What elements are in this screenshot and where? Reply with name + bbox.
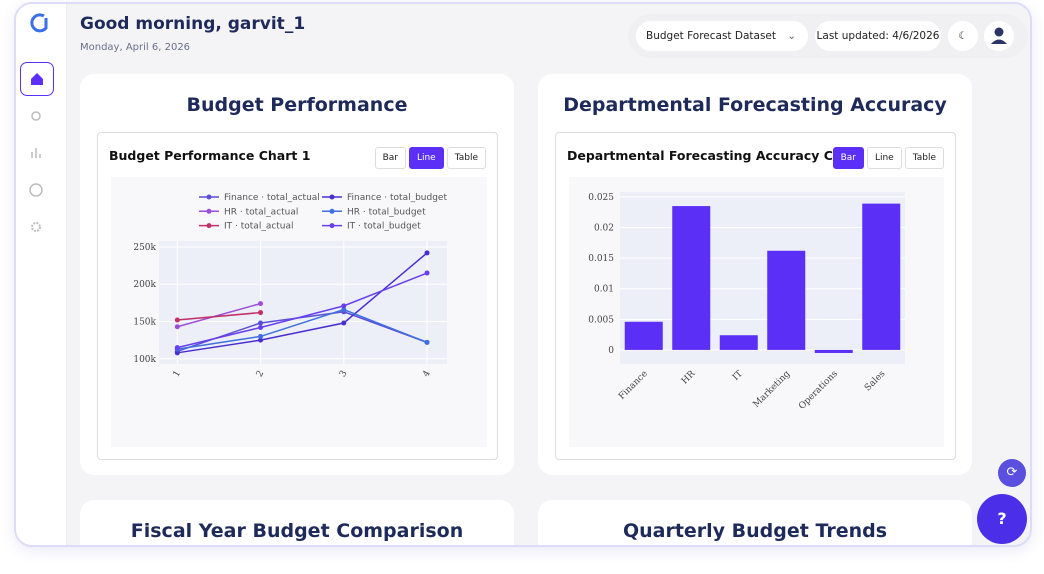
data-point (341, 303, 347, 309)
data-point (258, 320, 264, 326)
view-buttons: Bar Line Table (830, 145, 944, 169)
x-tick-label: 2 (255, 369, 267, 379)
legend-swatch (329, 223, 335, 229)
data-point (258, 301, 264, 307)
greeting: Good morning, garvit_1 (80, 14, 306, 34)
y-tick-label: 0.02 (594, 224, 614, 234)
view-buttons: Bar Line Table (372, 145, 486, 169)
panel: Quarterly Budget Trends (538, 500, 972, 545)
chart-plot: 100k 150k 200k 250k 1 2 3 4 Finance · total_actu… (111, 177, 487, 447)
panel-title: Budget Performance (186, 94, 408, 116)
view-button[interactable]: Table (904, 147, 944, 169)
legend-swatch (206, 208, 212, 214)
bar (672, 206, 711, 350)
data-point (258, 337, 264, 343)
series-line (177, 311, 261, 321)
legend-label: Finance · total_actual (224, 193, 320, 203)
bar (814, 349, 853, 353)
legend-swatch (329, 194, 335, 200)
bar (719, 335, 758, 350)
app-frame: Good morning, garvit_1 Monday, April 6, … (14, 2, 1032, 547)
legend-label: IT · total_budget (347, 222, 421, 232)
plot-bg (159, 241, 447, 364)
nav-home[interactable] (20, 62, 54, 96)
data-point (174, 317, 180, 323)
date: Monday, April 6, 2026 (80, 42, 191, 53)
y-tick-label: 0.025 (588, 193, 614, 203)
bar (862, 203, 901, 350)
series-line (177, 308, 428, 350)
view-button[interactable]: Table (446, 147, 486, 169)
series-line (177, 272, 428, 349)
nav-settings[interactable] (28, 219, 44, 235)
data-point (174, 350, 180, 356)
y-tick-label: 0 (608, 346, 614, 356)
data-point (258, 324, 264, 330)
legend-swatch (329, 208, 335, 214)
x-tick-label: 1 (172, 369, 184, 379)
sidebar (16, 4, 67, 545)
avatar[interactable] (984, 21, 1014, 51)
data-point (174, 324, 180, 330)
view-button[interactable]: Bar (374, 147, 406, 169)
panel-title: Departmental Forecasting Accuracy (563, 94, 947, 116)
x-tick-label: 3 (338, 369, 350, 379)
logo (30, 13, 48, 33)
y-tick-label: 100k (133, 355, 156, 365)
data-point (424, 250, 430, 256)
refresh-button[interactable]: ⟳ (998, 459, 1026, 487)
dataset-label: Budget Forecast Dataset (646, 30, 776, 42)
last-updated: Last updated: 4/6/2026 (815, 21, 941, 51)
chevron: ⌄ (787, 30, 796, 42)
panel-title: Fiscal Year Budget Comparison (130, 520, 464, 542)
y-tick-label: 150k (133, 318, 156, 328)
legend-swatch (206, 223, 212, 229)
panel: Fiscal Year Budget Comparison (80, 500, 514, 545)
data-point (424, 339, 430, 345)
theme-toggle[interactable]: ☾ (948, 21, 978, 51)
legend-swatch (206, 194, 212, 200)
home-icon (31, 73, 43, 85)
data-point (341, 307, 347, 313)
legend-label: IT · total_actual (224, 222, 294, 232)
dataset-select[interactable]: Budget Forecast Dataset ⌄ (636, 21, 808, 51)
legend-label: HR · total_actual (224, 207, 298, 217)
y-tick-label: 0.005 (588, 315, 614, 325)
legend-label: Finance · total_budget (347, 193, 447, 203)
view-button[interactable]: Line (866, 147, 902, 169)
plot-bg (620, 192, 905, 364)
data-point (258, 333, 264, 339)
view-button[interactable]: Bar (832, 147, 864, 169)
chart-title: Budget Performance Chart 1 (109, 148, 311, 163)
legend-label: HR · total_budget (347, 207, 426, 217)
view-button[interactable]: Line (408, 147, 444, 169)
bar (767, 250, 806, 350)
help-button[interactable]: ? (977, 494, 1027, 544)
panel-title: Quarterly Budget Trends (622, 520, 888, 542)
data-point (424, 270, 430, 276)
bar (624, 321, 663, 350)
x-tick-label: 4 (421, 369, 433, 379)
series-line (177, 302, 261, 328)
y-tick-label: 0.015 (588, 254, 614, 264)
series-line (177, 252, 428, 354)
y-tick-label: 250k (133, 243, 156, 253)
y-tick-label: 200k (133, 280, 156, 290)
y-tick-label: 0.01 (594, 285, 614, 295)
data-point (174, 345, 180, 351)
nav-link[interactable] (28, 108, 44, 124)
nav-chat[interactable] (28, 182, 44, 198)
data-point (341, 320, 347, 326)
chart-title: Departmental Forecasting Accuracy Chart … (567, 148, 876, 163)
nav-chart[interactable] (28, 145, 44, 161)
data-point (258, 310, 264, 316)
